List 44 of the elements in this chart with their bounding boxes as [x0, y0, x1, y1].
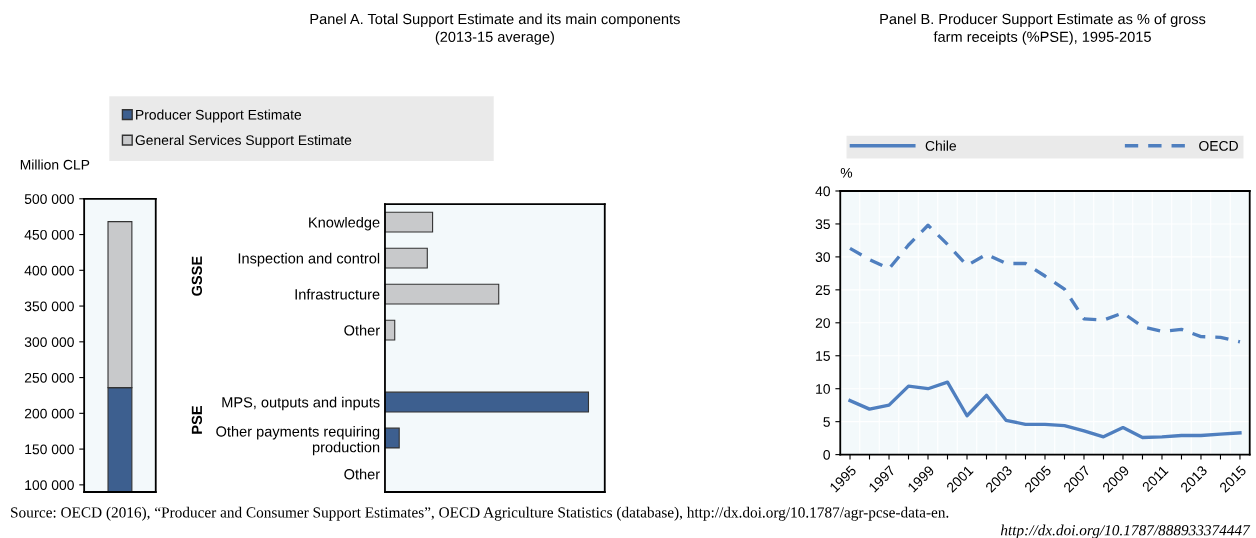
y-tick-label: 350 000 — [24, 301, 74, 312]
y-tick-label: 10 — [816, 384, 830, 394]
text: http://dx.doi.org/10.1787/888933374447 — [1000, 524, 1251, 538]
legend-label: Chile — [925, 140, 957, 151]
y-tick-label: Other — [344, 324, 380, 336]
y-tick-label: 300 000 — [24, 337, 74, 347]
bar — [384, 391, 590, 413]
line-series — [848, 380, 1242, 440]
y-tick-label: Infrastructure — [295, 288, 380, 300]
source-note: Source: OECD (2016), “Producer and Consumer Support Estimates”, OECD Agriculture Statistics (database), http://dx.doi.org/10.1787/agr-pcse-data-en. — [11, 506, 949, 521]
y-tick-label: 25 — [815, 285, 830, 296]
y-tick-label: 100 000 — [25, 480, 74, 491]
y-tick-label: 450 000 — [24, 229, 74, 240]
y-tick-label: 20 — [815, 318, 830, 328]
y-tick-label: 35 — [815, 219, 830, 230]
y-tick-label: 5 — [823, 417, 830, 427]
y-tick-label: 150 000 — [25, 444, 74, 455]
chart-title: Panel A. Total Support Estimate and its main components (2013-15 average) — [310, 13, 680, 45]
y-tick-label: 400 000 — [24, 265, 74, 276]
text: PSE — [191, 406, 203, 434]
line-series — [848, 223, 1242, 344]
chart-title: Panel B. Producer Support Estimate as % of gross farm receipts (%PSE), 1995-2015 — [880, 13, 1206, 45]
legend-label: General Services Support Estimate — [135, 134, 352, 148]
text: GSSE — [191, 256, 203, 296]
bar — [384, 283, 500, 305]
y-tick-label: 40 — [815, 186, 830, 197]
y-axis-title: % — [840, 167, 853, 178]
y-tick-label: 15 — [816, 351, 830, 361]
bar — [384, 247, 428, 269]
y-tick-label: Other — [344, 468, 380, 480]
y-tick-label: 200 000 — [24, 408, 74, 419]
y-tick-label: 500 000 — [24, 194, 74, 204]
legend-label: Producer Support Estimate — [136, 109, 302, 123]
y-tick-label: 30 — [815, 252, 830, 263]
y-tick-label: Inspection and control — [238, 252, 380, 267]
legend-label: OECD — [1199, 140, 1238, 151]
y-tick-label: Knowledge — [309, 216, 380, 231]
bar — [384, 427, 400, 449]
y-tick-label: 250 000 — [24, 372, 74, 383]
y-tick-label: Other payments requiring production — [216, 425, 380, 456]
bar — [384, 211, 434, 233]
y-tick-label: 0 — [823, 449, 830, 460]
y-tick-label: MPS, outputs and inputs — [222, 396, 380, 411]
y-axis-title: Million CLP — [20, 159, 90, 170]
